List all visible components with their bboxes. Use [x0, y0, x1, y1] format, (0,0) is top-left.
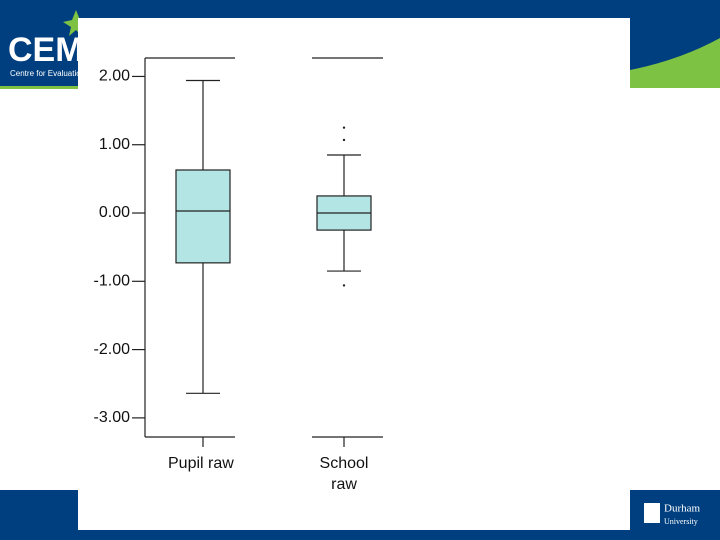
logo-text: CEM: [8, 31, 84, 69]
swoosh: [630, 38, 720, 88]
durham-text: Durham: [664, 503, 700, 515]
logo-star: [63, 10, 90, 37]
x-tick-label: School raw: [319, 455, 369, 493]
y-tick-label: -1.00: [94, 273, 131, 290]
durham-crest: [644, 503, 660, 523]
outlier: [342, 126, 346, 129]
chart-card: [78, 18, 630, 530]
x-tick-label: Pupil raw: [168, 455, 234, 472]
outlier: [342, 284, 346, 287]
logo-subtitle: Centre for Evaluation: [10, 69, 85, 78]
outlier: [342, 138, 346, 142]
logo-line: [0, 86, 80, 89]
y-tick-label: 2.00: [99, 68, 130, 85]
y-tick-label: 0.00: [99, 204, 130, 221]
y-tick-label: -3.00: [94, 409, 131, 426]
y-tick-label: 1.00: [99, 136, 130, 153]
box: [175, 169, 231, 264]
durham-sub: University: [664, 517, 698, 526]
y-tick-label: -2.00: [94, 341, 131, 358]
